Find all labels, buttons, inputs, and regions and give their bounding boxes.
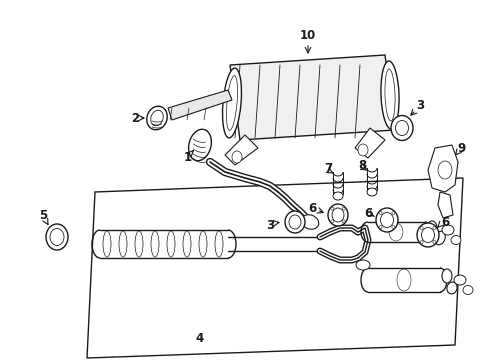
Ellipse shape: [453, 275, 465, 285]
Ellipse shape: [119, 231, 127, 257]
Ellipse shape: [437, 161, 451, 179]
Polygon shape: [427, 145, 457, 192]
Ellipse shape: [462, 285, 472, 294]
Ellipse shape: [330, 207, 333, 210]
Text: 2: 2: [131, 112, 139, 125]
Ellipse shape: [46, 224, 68, 250]
Ellipse shape: [434, 231, 445, 245]
Ellipse shape: [188, 129, 211, 161]
Polygon shape: [168, 90, 231, 120]
Text: 3: 3: [415, 99, 423, 112]
Ellipse shape: [419, 226, 422, 229]
Polygon shape: [437, 192, 452, 218]
Ellipse shape: [450, 235, 460, 244]
Ellipse shape: [357, 144, 367, 156]
Ellipse shape: [215, 231, 223, 257]
Ellipse shape: [366, 188, 376, 196]
Ellipse shape: [390, 116, 412, 140]
Ellipse shape: [150, 110, 163, 126]
Ellipse shape: [432, 240, 435, 244]
Ellipse shape: [441, 269, 451, 283]
Ellipse shape: [419, 240, 422, 244]
Ellipse shape: [421, 228, 434, 243]
Ellipse shape: [222, 68, 241, 138]
Text: 5: 5: [39, 208, 47, 221]
Polygon shape: [229, 55, 394, 140]
Ellipse shape: [416, 223, 438, 247]
Polygon shape: [87, 178, 462, 358]
Polygon shape: [354, 128, 384, 158]
Ellipse shape: [388, 223, 402, 241]
Ellipse shape: [391, 226, 394, 229]
Ellipse shape: [446, 282, 456, 294]
Ellipse shape: [342, 207, 345, 210]
Ellipse shape: [50, 229, 64, 246]
Text: 4: 4: [196, 332, 203, 345]
Ellipse shape: [231, 151, 242, 163]
Text: 10: 10: [299, 28, 315, 41]
Ellipse shape: [378, 226, 381, 229]
Text: 1: 1: [183, 150, 192, 163]
Ellipse shape: [135, 231, 142, 257]
Ellipse shape: [327, 204, 347, 226]
Ellipse shape: [378, 211, 381, 215]
Ellipse shape: [331, 208, 343, 222]
Ellipse shape: [167, 231, 175, 257]
Ellipse shape: [301, 215, 318, 229]
Ellipse shape: [146, 106, 167, 130]
Ellipse shape: [441, 225, 453, 235]
Text: 8: 8: [357, 158, 366, 171]
Ellipse shape: [151, 231, 159, 257]
Ellipse shape: [391, 211, 394, 215]
Text: 6: 6: [363, 207, 371, 220]
Ellipse shape: [288, 215, 301, 229]
Ellipse shape: [432, 226, 435, 229]
Ellipse shape: [285, 211, 305, 233]
Ellipse shape: [384, 69, 394, 121]
Ellipse shape: [395, 121, 407, 135]
Ellipse shape: [103, 231, 111, 257]
Ellipse shape: [330, 220, 333, 223]
Text: 7: 7: [323, 162, 331, 175]
Ellipse shape: [426, 221, 436, 235]
Ellipse shape: [375, 208, 397, 232]
Ellipse shape: [332, 192, 342, 200]
Ellipse shape: [380, 61, 398, 129]
Ellipse shape: [199, 231, 206, 257]
Text: 6: 6: [307, 202, 315, 215]
Text: 6: 6: [440, 216, 448, 229]
Ellipse shape: [342, 220, 345, 223]
Text: 9: 9: [457, 141, 465, 154]
Ellipse shape: [396, 269, 410, 291]
Polygon shape: [224, 135, 258, 165]
Ellipse shape: [380, 212, 393, 228]
Ellipse shape: [355, 260, 369, 270]
Ellipse shape: [226, 76, 237, 130]
Ellipse shape: [183, 231, 191, 257]
Text: 3: 3: [265, 219, 273, 231]
